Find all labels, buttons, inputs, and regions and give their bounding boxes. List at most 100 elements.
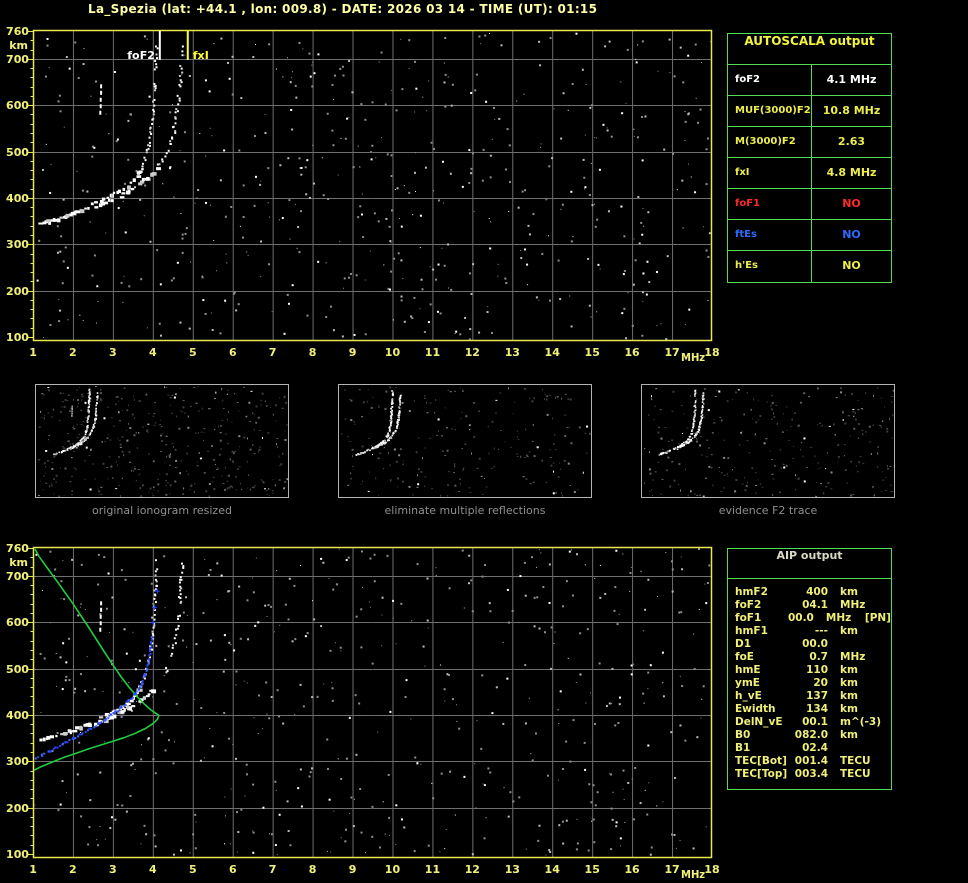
aip-row-value: 082.0 [794, 729, 828, 741]
aip-row-extra [886, 768, 891, 781]
aip-row-unit: km [840, 677, 858, 689]
aip-row-extra [886, 625, 891, 638]
aip-row-foE: foE 0.7 MHz [735, 651, 891, 664]
autoscala-row-MUF(3000)F2: MUF(3000)F2 10.8 MHz [728, 96, 891, 127]
autoscala-row-M(3000)F2: M(3000)F2 2.63 [728, 127, 891, 158]
aip-row-D1: D1 00.0 [735, 638, 891, 651]
autoscala-row-value: NO [842, 259, 861, 272]
aip-row-B1: B1 02.4 [735, 742, 891, 755]
aip-row-value: 00.1 [802, 716, 828, 728]
aip-row-unit: MHz [840, 651, 866, 663]
autoscala-row-h'Es: h'Es NO [728, 251, 891, 282]
aip-row-extra [886, 729, 891, 742]
aip-row-extra [886, 703, 891, 716]
aip-row-label: hmE [735, 664, 761, 676]
aip-table-header: AIP output [728, 549, 891, 579]
autoscala-output-table: AUTOSCALA output foF2 4.1 MHz MUF(3000)F2 1… [727, 33, 892, 283]
aip-row-label: B0 [735, 729, 751, 741]
aip-row-hmE: hmE 110 km [735, 664, 891, 677]
autoscala-row-value: 2.63 [837, 135, 866, 148]
autoscala-row-fxI: fxI 4.8 MHz [728, 158, 891, 189]
aip-row-label: foF1 [735, 612, 762, 624]
aip-row-label: D1 [735, 638, 752, 650]
caption-eliminate-reflections: eliminate multiple reflections [384, 504, 546, 517]
aip-row-label: DelN_vE [735, 716, 783, 728]
aip-row-ymE: ymE 20 km [735, 677, 891, 690]
aip-row-value: --- [814, 625, 828, 637]
aip-row-unit: km [840, 729, 858, 741]
aip-row-label: ymE [735, 677, 760, 689]
aip-row-unit: MHz [825, 612, 852, 624]
aip-table-rows: hmF2 400 km foF2 04.1 MHz foF1 00.0 MHz [PN] hmF1-… [728, 579, 891, 781]
autoscala-row-label: ftEs [728, 220, 812, 250]
aip-row-value: 137 [806, 690, 828, 702]
autoscala-row-label: M(3000)F2 [728, 127, 812, 157]
autoscala-row-foF2: foF2 4.1 MHz [728, 65, 891, 96]
aip-row-unit [840, 742, 886, 755]
autoscala-row-foF1: foF1 NO [728, 189, 891, 220]
aip-row-label: TEC[Top] [735, 768, 788, 780]
aip-row-extra [886, 716, 891, 729]
aip-row-unit: km [840, 586, 858, 598]
aip-row-value: 00.0 [802, 638, 828, 650]
aip-row-h_vE: h_vE 137 km [735, 690, 891, 703]
aip-row-label: hmF2 [735, 586, 768, 598]
autoscala-row-ftEs: ftEs NO [728, 220, 891, 251]
aip-row-extra [886, 690, 891, 703]
aip-row-value: 400 [806, 586, 828, 598]
aip-row-label: h_vE [735, 690, 762, 702]
aip-row-extra [886, 742, 891, 755]
aip-row-value: 04.1 [802, 599, 828, 611]
aip-row-unit: km [840, 690, 858, 702]
aip-row-value: 110 [806, 664, 828, 676]
aip-row-value: 003.4 [794, 768, 828, 780]
aip-row-value: 134 [806, 703, 828, 715]
aip-row-extra [886, 599, 891, 612]
mini-panel-evidence-f2-trace [641, 384, 895, 498]
aip-output-table: AIP output hmF2 400 km foF2 04.1 MHz foF1 00.0 M… [727, 548, 892, 790]
autoscala-row-value: 4.1 MHz [826, 73, 877, 86]
autoscala-row-value: NO [842, 228, 861, 241]
aip-row-hmF1: hmF1 --- km [735, 625, 891, 638]
aip-row-label: hmF1 [735, 625, 768, 637]
aip-row-hmF2: hmF2 400 km [735, 586, 891, 599]
autoscala-row-label: fxI [728, 158, 812, 188]
mini-panel-original-ionogram [35, 384, 289, 498]
aip-row-extra [886, 586, 891, 599]
aip-row-foF1: foF1 00.0 MHz [PN] [735, 612, 891, 625]
aip-row-extra [886, 664, 891, 677]
bottom-ionogram-plot-with-profile [0, 539, 725, 883]
aip-row-unit: km [840, 703, 858, 715]
aip-row-unit: km [840, 625, 858, 637]
aip-row-label: B1 [735, 742, 751, 754]
autoscala-row-label: MUF(3000)F2 [728, 96, 812, 126]
aip-row-value: 20 [813, 677, 828, 689]
aip-row-unit: TECU [840, 755, 871, 767]
aip-row-value: 00.0 [787, 612, 814, 624]
aip-row-label: TEC[Bot] [735, 755, 787, 767]
autoscala-row-value: 10.8 MHz [822, 104, 881, 117]
autoscala-row-value: NO [842, 197, 861, 210]
aip-row-unit: MHz [840, 599, 866, 611]
aip-row-label: Ewidth [735, 703, 776, 715]
aip-row-extra: [PN] [864, 612, 891, 624]
autoscala-row-label: h'Es [728, 251, 812, 282]
aip-row-B0: B0 082.0 km [735, 729, 891, 742]
aip-row-label: foF2 [735, 599, 762, 611]
aip-row-unit: TECU [840, 768, 871, 780]
aip-row-extra [886, 651, 891, 664]
aip-row-unit: km [840, 664, 858, 676]
autoscala-table-header: AUTOSCALA output [728, 34, 891, 65]
caption-evidence-f2-trace: evidence F2 trace [718, 504, 818, 517]
station-date-time-title: La_Spezia (lat: +44.1 , lon: 009.8) - DA… [88, 2, 598, 16]
autoscala-row-label: foF2 [728, 65, 812, 95]
aip-row-value: 0.7 [809, 651, 828, 663]
aip-row-TEC[Bot]: TEC[Bot] 001.4 TECU [735, 755, 891, 768]
aip-row-unit [840, 638, 886, 651]
aip-row-value: 001.4 [794, 755, 828, 767]
top-ionogram-plot [0, 22, 725, 367]
mini-panel-eliminate-reflections [338, 384, 592, 498]
aip-row-extra [886, 677, 891, 690]
aip-row-DelN_vE: DelN_vE 00.1 m^(-3) [735, 716, 891, 729]
